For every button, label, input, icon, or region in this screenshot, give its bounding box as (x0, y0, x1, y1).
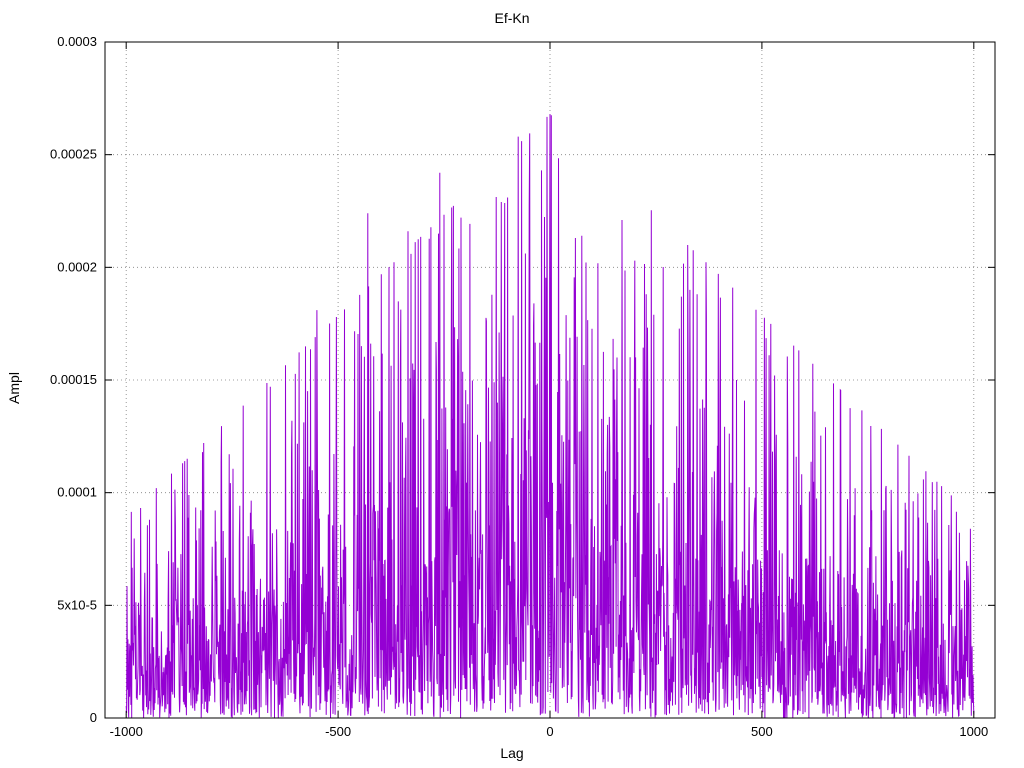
y-tick-label: 0.0002 (57, 259, 97, 274)
y-tick-label: 0.0001 (57, 485, 97, 500)
y-tick-label: 0 (90, 710, 97, 725)
y-tick-label: 0.00025 (50, 147, 97, 162)
x-tick-label: 500 (751, 724, 773, 739)
y-axis-label: Ampl (6, 372, 22, 404)
chart-title: Ef-Kn (494, 10, 530, 26)
x-tick-label: -1000 (110, 724, 143, 739)
x-tick-label: 0 (546, 724, 553, 739)
x-axis-label: Lag (500, 745, 524, 761)
correlation-series-line (125, 114, 975, 719)
x-tick-label: -500 (325, 724, 351, 739)
x-tick-label: 1000 (959, 724, 988, 739)
y-tick-label: 0.0003 (57, 34, 97, 49)
y-tick-label: 5x10-5 (57, 597, 97, 612)
y-tick-label: 0.00015 (50, 372, 97, 387)
